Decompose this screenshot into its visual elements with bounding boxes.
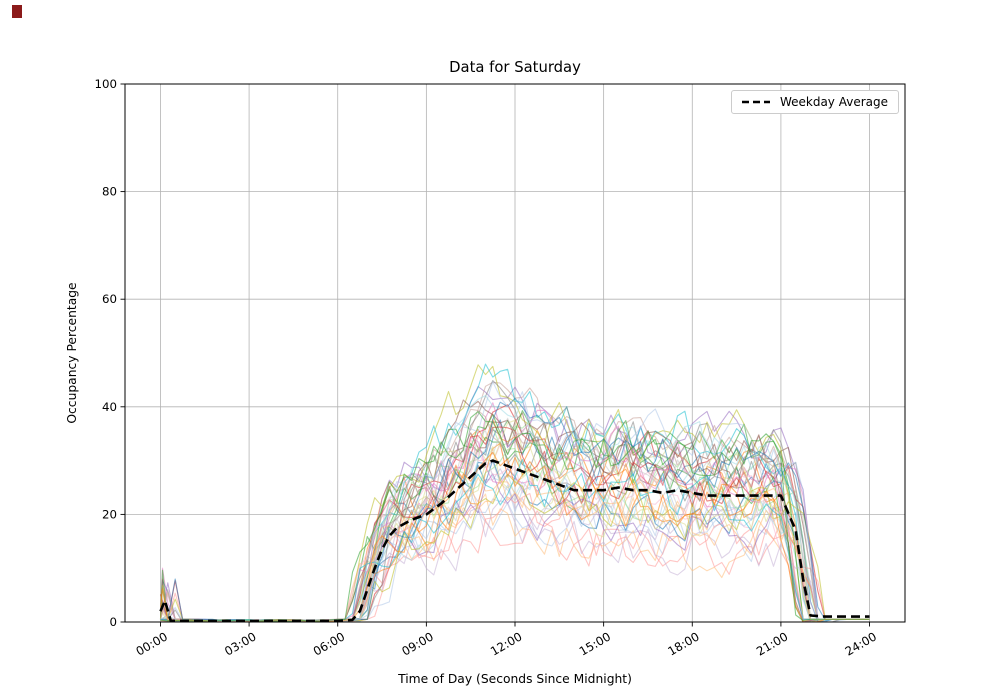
tick-labels: 0 20 40 60 80 100 00:00 03:00 06:00 09:00 12:00 15:… [94,77,879,659]
x-axis-label: Time of Day (Seconds Since Midnight) [398,672,632,686]
svg-text:80: 80 [102,185,117,199]
y-axis-label: Occupancy Percentage [65,282,79,424]
svg-text:20: 20 [102,507,117,521]
svg-text:0: 0 [109,615,117,629]
svg-text:60: 60 [102,292,117,306]
svg-text:09:00: 09:00 [399,629,435,658]
svg-text:100: 100 [94,77,117,91]
svg-text:21:00: 21:00 [754,629,790,658]
svg-text:15:00: 15:00 [577,629,613,658]
corner-marker [12,5,22,18]
legend: Weekday Average [730,90,899,114]
svg-text:24:00: 24:00 [843,629,879,658]
svg-text:18:00: 18:00 [665,629,701,658]
svg-text:40: 40 [102,400,117,414]
svg-text:06:00: 06:00 [311,629,347,658]
svg-text:03:00: 03:00 [222,629,258,658]
average-line [159,459,870,623]
svg-text:00:00: 00:00 [134,629,170,658]
legend-label: Weekday Average [779,95,888,109]
chart-title: Data for Saturday [449,59,581,76]
dashed-line-icon [741,100,770,104]
svg-text:12:00: 12:00 [488,629,524,658]
